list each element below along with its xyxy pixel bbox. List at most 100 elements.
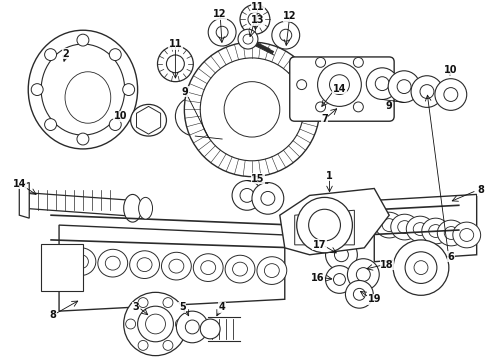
Circle shape: [157, 46, 193, 82]
Ellipse shape: [56, 258, 70, 278]
Text: 6: 6: [447, 252, 454, 262]
Circle shape: [167, 55, 184, 73]
Circle shape: [414, 261, 428, 275]
Circle shape: [240, 5, 270, 34]
Text: 15: 15: [251, 174, 265, 184]
Ellipse shape: [201, 261, 216, 275]
Bar: [365, 205, 459, 235]
Ellipse shape: [131, 104, 167, 136]
Circle shape: [31, 84, 43, 95]
Circle shape: [202, 99, 242, 139]
Polygon shape: [294, 210, 354, 245]
Circle shape: [163, 298, 173, 307]
Circle shape: [232, 181, 262, 210]
Circle shape: [353, 288, 366, 300]
Circle shape: [353, 57, 363, 67]
Ellipse shape: [169, 259, 184, 273]
Ellipse shape: [422, 218, 450, 244]
Ellipse shape: [413, 222, 427, 235]
FancyBboxPatch shape: [41, 244, 83, 291]
Text: 4: 4: [219, 302, 225, 312]
Text: 19: 19: [368, 294, 381, 304]
Ellipse shape: [444, 226, 458, 239]
Ellipse shape: [98, 249, 128, 277]
Text: 10: 10: [444, 65, 458, 75]
Ellipse shape: [139, 111, 158, 129]
Text: 16: 16: [311, 273, 324, 283]
Circle shape: [252, 183, 284, 214]
Circle shape: [238, 29, 258, 49]
Circle shape: [184, 42, 319, 177]
Circle shape: [388, 71, 420, 103]
Circle shape: [77, 133, 89, 145]
Ellipse shape: [65, 72, 111, 123]
Circle shape: [45, 49, 56, 60]
Polygon shape: [19, 183, 29, 218]
Circle shape: [248, 13, 262, 26]
Ellipse shape: [48, 248, 78, 287]
Ellipse shape: [105, 256, 120, 270]
Circle shape: [345, 280, 373, 308]
Circle shape: [367, 68, 398, 99]
Circle shape: [444, 87, 458, 102]
Text: 1: 1: [326, 171, 333, 181]
Circle shape: [405, 252, 437, 283]
Bar: [51, 215, 294, 248]
Circle shape: [109, 118, 121, 130]
Text: 8: 8: [477, 185, 484, 195]
Circle shape: [347, 259, 379, 291]
Text: 3: 3: [132, 302, 139, 312]
Ellipse shape: [460, 229, 474, 242]
Ellipse shape: [382, 219, 396, 231]
Ellipse shape: [123, 194, 142, 222]
Text: 12: 12: [283, 12, 296, 21]
Circle shape: [309, 209, 341, 241]
Text: 11: 11: [251, 3, 265, 13]
Circle shape: [316, 57, 325, 67]
Circle shape: [186, 107, 204, 125]
Polygon shape: [280, 189, 389, 255]
Ellipse shape: [437, 220, 465, 246]
Polygon shape: [59, 225, 285, 311]
Ellipse shape: [162, 252, 191, 280]
Circle shape: [208, 18, 236, 46]
Text: 9: 9: [386, 102, 392, 111]
Circle shape: [200, 58, 304, 161]
Circle shape: [200, 319, 220, 339]
Circle shape: [329, 75, 349, 95]
Circle shape: [109, 49, 121, 60]
Circle shape: [175, 96, 215, 136]
Ellipse shape: [41, 44, 124, 135]
Circle shape: [176, 311, 208, 343]
Ellipse shape: [391, 214, 418, 240]
Ellipse shape: [130, 251, 159, 279]
Ellipse shape: [453, 222, 481, 248]
Text: 14: 14: [13, 179, 26, 189]
Text: 5: 5: [179, 302, 186, 312]
Circle shape: [122, 84, 135, 95]
Circle shape: [353, 102, 363, 112]
Text: 14: 14: [333, 84, 346, 94]
Circle shape: [435, 79, 467, 111]
FancyBboxPatch shape: [290, 57, 394, 121]
Ellipse shape: [137, 258, 152, 271]
Circle shape: [216, 26, 228, 38]
Circle shape: [163, 341, 173, 350]
Circle shape: [243, 34, 253, 44]
Circle shape: [325, 239, 357, 271]
Circle shape: [420, 85, 434, 99]
Ellipse shape: [139, 197, 152, 219]
Circle shape: [261, 192, 275, 205]
Circle shape: [240, 189, 254, 202]
Circle shape: [138, 298, 148, 307]
Ellipse shape: [225, 255, 255, 283]
Ellipse shape: [193, 254, 223, 282]
Text: 12: 12: [213, 9, 227, 19]
Circle shape: [138, 306, 173, 342]
Ellipse shape: [74, 255, 88, 269]
Circle shape: [335, 248, 348, 262]
Text: 13: 13: [251, 15, 265, 25]
Ellipse shape: [28, 30, 138, 149]
Text: 9: 9: [182, 86, 189, 96]
Polygon shape: [137, 107, 161, 134]
